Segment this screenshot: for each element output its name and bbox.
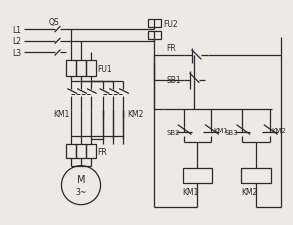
Text: KM1: KM1 xyxy=(213,127,228,133)
Text: KM2: KM2 xyxy=(127,110,143,119)
Text: L1: L1 xyxy=(13,25,22,34)
Text: KM2: KM2 xyxy=(241,187,258,196)
Text: KM1: KM1 xyxy=(54,110,70,119)
Text: M: M xyxy=(77,175,85,184)
Text: FR: FR xyxy=(98,147,107,156)
Bar xyxy=(147,32,161,40)
Text: FU1: FU1 xyxy=(98,64,112,73)
Bar xyxy=(86,61,96,76)
Bar xyxy=(76,61,86,76)
Bar xyxy=(241,168,271,183)
Text: KM2: KM2 xyxy=(272,127,287,133)
Text: FR: FR xyxy=(166,44,176,53)
Text: SB1: SB1 xyxy=(166,76,181,85)
Text: SB3: SB3 xyxy=(225,129,239,135)
Text: KM1: KM1 xyxy=(183,187,199,196)
Text: QS: QS xyxy=(49,18,59,27)
Bar xyxy=(183,168,212,183)
Bar xyxy=(147,20,161,28)
Text: L2: L2 xyxy=(13,37,22,46)
Bar xyxy=(86,144,96,158)
Text: SB2: SB2 xyxy=(166,129,180,135)
Text: L3: L3 xyxy=(13,49,22,58)
Bar xyxy=(66,61,76,76)
Bar xyxy=(76,144,86,158)
Text: FU2: FU2 xyxy=(163,20,178,29)
Text: 3~: 3~ xyxy=(75,187,87,196)
Bar xyxy=(66,144,76,158)
